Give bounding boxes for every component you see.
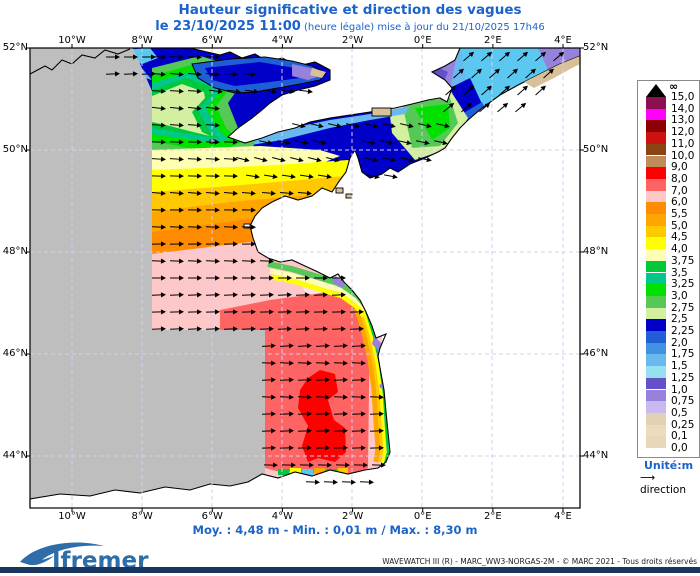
legend-boundary-label: 14,0 <box>671 103 694 115</box>
legend-boundary-label: 10,0 <box>671 150 694 162</box>
legend-boundary-label: 0,75 <box>671 395 694 407</box>
subtitle-update-info: (heure légale) mise à jour du 21/10/2025… <box>301 22 545 33</box>
legend-band <box>646 296 666 308</box>
legend-boundary-label: 13,0 <box>671 114 694 126</box>
legend-band <box>646 167 666 179</box>
legend-boundary-label: 0,25 <box>671 419 694 431</box>
legend-boundary-label: 11,0 <box>671 138 694 150</box>
legend-band <box>646 237 666 249</box>
direction-arrow-icon: ⟶ <box>640 472 655 484</box>
legend-boundary-label: 8,0 <box>671 173 688 185</box>
legend-band <box>646 273 666 285</box>
legend-band <box>646 156 666 168</box>
legend-boundary-label: 4,0 <box>671 243 688 255</box>
legend-boundary-label: 1,75 <box>671 348 694 360</box>
legend-band <box>646 120 666 132</box>
footer-bar <box>0 567 700 573</box>
legend-band <box>646 179 666 191</box>
legend-band <box>646 132 666 144</box>
legend-direction-label: ⟶ direction <box>640 472 700 496</box>
legend-band <box>646 308 666 320</box>
right-axis-label: 50°N <box>583 144 608 155</box>
legend-boundary-label: 2,0 <box>671 337 688 349</box>
legend-band <box>646 144 666 156</box>
legend-band <box>646 249 666 261</box>
right-axis-label: 44°N <box>583 450 608 461</box>
legend-boundary-label: 12,0 <box>671 126 694 138</box>
legend-boundary-label: 3,0 <box>671 290 688 302</box>
legend-boundary-label: 7,0 <box>671 185 688 197</box>
legend-boundary-label: 1,0 <box>671 384 688 396</box>
legend-boundary-label: 9,0 <box>671 161 688 173</box>
footer-credits: WAVEWATCH III (R) - MARC_WW3-NORGAS-2M -… <box>382 557 697 566</box>
legend-band <box>646 390 666 402</box>
legend-boundary-label: 0,1 <box>671 430 688 442</box>
legend-band <box>646 413 666 425</box>
legend-boundary-label: 1,25 <box>671 372 694 384</box>
legend-band <box>646 378 666 390</box>
legend-band <box>646 343 666 355</box>
legend-band <box>646 331 666 343</box>
wave-stats: Moy. : 4,48 m - Min. : 0,01 m / Max. : 8… <box>35 523 635 537</box>
legend-boundary-label: 3,25 <box>671 278 694 290</box>
legend-boundary-label: 5,5 <box>671 208 688 220</box>
legend-boundary-label: 1,5 <box>671 360 688 372</box>
legend-boundary-label: 15,0 <box>671 91 694 103</box>
legend-band <box>646 214 666 226</box>
wave-map <box>24 42 586 514</box>
legend-band <box>646 401 666 413</box>
legend-boundary-label: 2,25 <box>671 325 694 337</box>
subtitle-date: le 23/10/2025 11:00 <box>155 19 301 34</box>
legend-infinity-triangle <box>646 84 666 97</box>
legend-band <box>646 191 666 203</box>
legend-boundary-label: 4,5 <box>671 231 688 243</box>
legend-boundary-label: 3,75 <box>671 255 694 267</box>
legend-band <box>646 202 666 214</box>
page-title: Hauteur significative et direction des v… <box>0 2 700 18</box>
legend-band <box>646 261 666 273</box>
legend-boundary-label: 6,0 <box>671 196 688 208</box>
legend-boundary-label: 0,0 <box>671 442 688 454</box>
page-subtitle: le 23/10/2025 11:00 (heure légale) mise … <box>0 19 700 34</box>
legend-band <box>646 319 666 331</box>
legend-band <box>646 226 666 238</box>
stat-mean: Moy. : 4,48 m <box>193 523 280 537</box>
legend-band <box>646 97 666 109</box>
right-axis-label: 52°N <box>583 42 608 53</box>
legend-boundary-label: 3,5 <box>671 267 688 279</box>
right-axis-label: 46°N <box>583 348 608 359</box>
legend-boundary-label: 0,5 <box>671 407 688 419</box>
legend-boundary-label: 2,75 <box>671 302 694 314</box>
legend-boundary-label: 5,0 <box>671 220 688 232</box>
legend-band <box>646 354 666 366</box>
legend-band <box>646 109 666 121</box>
legend-boundary-label: 2,5 <box>671 313 688 325</box>
legend-unit-label: Unité:m <box>644 459 693 472</box>
legend-band <box>646 436 666 448</box>
legend-band <box>646 425 666 437</box>
legend-band <box>646 284 666 296</box>
stat-min-max: Min. : 0,01 m / Max. : 8,30 m <box>292 523 477 537</box>
right-axis-label: 48°N <box>583 246 608 257</box>
legend-band <box>646 366 666 378</box>
